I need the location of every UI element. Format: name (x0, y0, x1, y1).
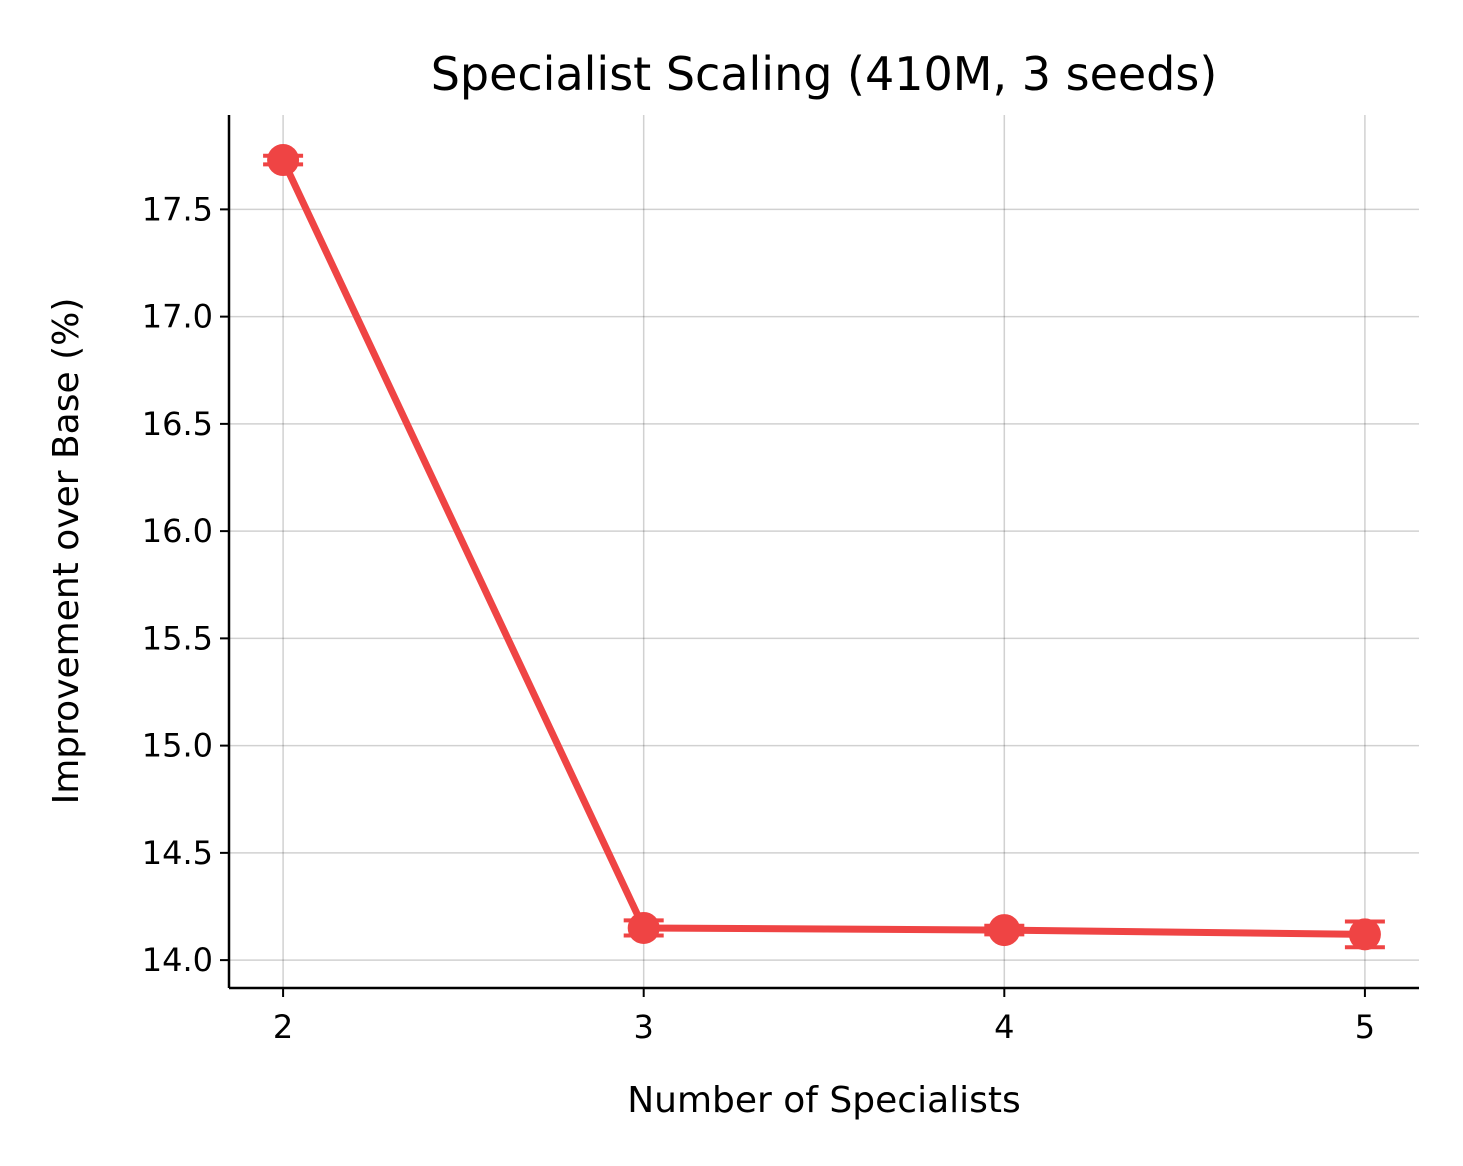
y-tick-label: 16.0 (142, 512, 213, 550)
y-tick-label: 17.0 (142, 298, 213, 336)
y-tick-label: 14.0 (142, 941, 213, 979)
chart-title: Specialist Scaling (410M, 3 seeds) (431, 47, 1218, 101)
y-axis-ticks: 14.0 14.5 15.0 15.5 16.0 16.5 17.0 17.5 (142, 190, 229, 979)
data-point (1348, 918, 1381, 951)
x-tick-label: 4 (994, 1008, 1014, 1046)
y-axis-label: Improvement over Base (%) (46, 298, 87, 805)
data-point (627, 911, 660, 944)
x-tick-label: 2 (273, 1008, 293, 1046)
series-line (279, 158, 1365, 938)
data-point (988, 914, 1021, 947)
y-tick-label: 14.5 (142, 834, 213, 872)
y-tick-label: 17.5 (142, 190, 213, 228)
x-axis-label: Number of Specialists (627, 1080, 1021, 1121)
y-tick-label: 15.5 (142, 619, 213, 657)
data-point (267, 144, 300, 177)
x-tick-label: 5 (1355, 1008, 1375, 1046)
series (263, 144, 1385, 951)
x-axis-ticks: 2 3 4 5 (273, 988, 1375, 1046)
x-tick-label: 3 (634, 1008, 654, 1046)
grid (229, 115, 1419, 988)
y-tick-label: 16.5 (142, 405, 213, 443)
y-tick-label: 15.0 (142, 727, 213, 765)
